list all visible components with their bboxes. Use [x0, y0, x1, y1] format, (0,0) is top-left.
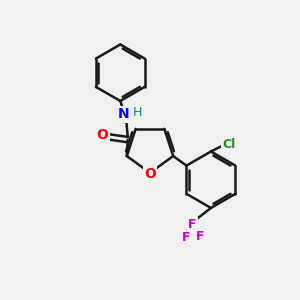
Text: O: O: [144, 167, 156, 182]
Text: O: O: [97, 128, 108, 142]
Text: H: H: [133, 106, 142, 119]
Text: F: F: [182, 231, 190, 244]
Text: F: F: [188, 218, 197, 231]
Text: Cl: Cl: [222, 138, 236, 151]
Text: F: F: [196, 230, 205, 243]
Text: N: N: [117, 107, 129, 121]
